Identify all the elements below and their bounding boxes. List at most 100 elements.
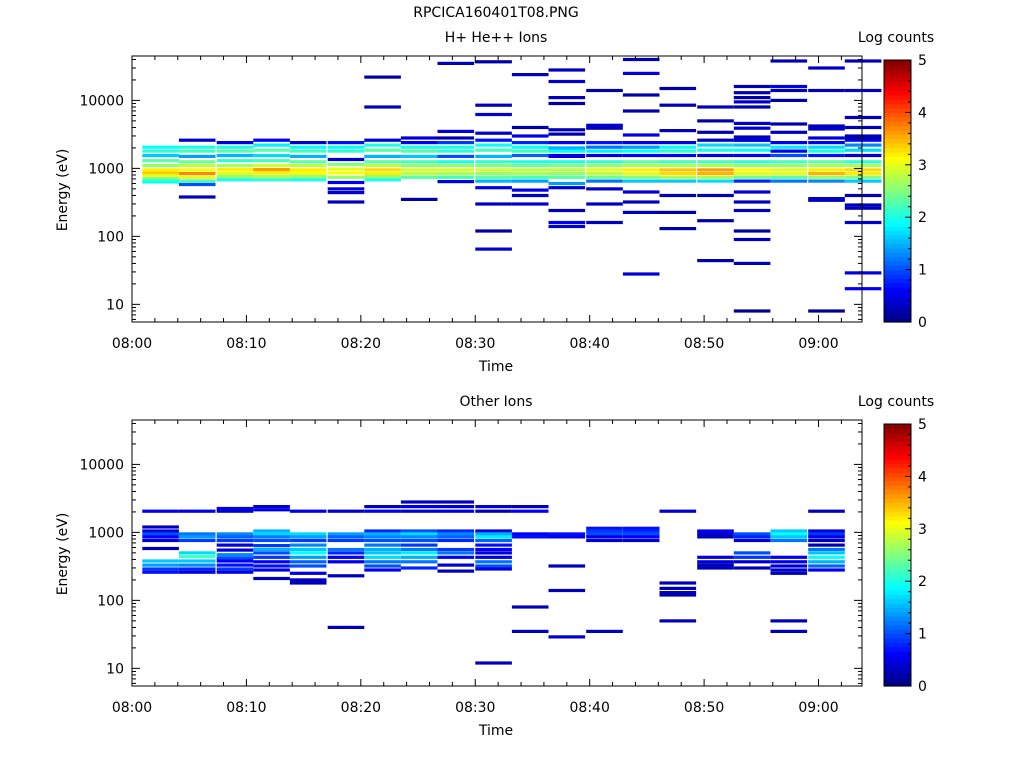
colorbar-segment xyxy=(884,681,911,687)
colorbar-segment xyxy=(884,195,911,201)
heatmap-cell xyxy=(548,141,586,145)
heatmap-cell xyxy=(548,588,586,593)
heatmap-cell xyxy=(289,547,327,552)
heatmap-cell xyxy=(511,509,549,513)
heatmap-cell xyxy=(844,193,882,198)
heatmap-cell xyxy=(216,532,254,536)
colorbar-segment xyxy=(884,212,911,218)
heatmap-cell xyxy=(437,141,475,145)
heatmap-cell xyxy=(697,143,734,147)
colorbar-segment xyxy=(884,68,911,74)
colorbar-segment xyxy=(884,282,911,288)
x-tick-label: 08:30 xyxy=(455,700,495,716)
heatmap-cell xyxy=(733,84,771,89)
heatmap-cell xyxy=(808,560,845,564)
y-tick-label: 100 xyxy=(97,593,124,609)
heatmap-cell xyxy=(327,547,365,552)
heatmap-cell xyxy=(400,532,438,536)
heatmap-cell xyxy=(844,287,882,291)
heatmap-cell xyxy=(216,535,254,539)
colorbar-segment xyxy=(884,646,911,652)
heatmap-cell xyxy=(622,526,660,530)
y-tick-label: 1000 xyxy=(88,161,124,177)
heatmap-cell xyxy=(733,135,771,139)
heatmap-cell xyxy=(659,129,697,133)
heatmap-cell xyxy=(659,581,697,585)
heatmap-cell xyxy=(289,154,327,158)
heatmap-cell xyxy=(622,272,660,276)
heatmap-cell xyxy=(659,509,697,513)
heatmap-cell xyxy=(808,160,845,164)
heatmap-cell xyxy=(586,141,623,145)
heatmap-cell xyxy=(253,153,290,158)
heatmap-cell xyxy=(511,535,549,539)
heatmap-cell xyxy=(253,508,290,512)
heatmap-cell xyxy=(808,547,845,552)
heatmap-cell xyxy=(142,567,179,571)
heatmap-cell xyxy=(142,174,179,178)
heatmap-cell xyxy=(697,219,734,223)
heatmap-cell xyxy=(289,581,327,585)
heatmap-cell xyxy=(216,538,254,543)
colorbar-segment xyxy=(884,287,911,293)
heatmap-cell xyxy=(659,164,697,168)
heatmap-cell xyxy=(511,73,549,77)
heatmap-cell xyxy=(808,124,845,128)
colorbar-segment xyxy=(884,572,911,578)
heatmap-cell xyxy=(548,172,586,176)
y-tick-label: 10000 xyxy=(79,93,124,109)
colorbar-segment xyxy=(884,541,911,547)
heatmap-cell xyxy=(475,138,512,142)
heatmap-cell xyxy=(808,136,845,140)
heatmap-cell xyxy=(622,149,660,153)
colorbar-segment xyxy=(884,616,911,622)
heatmap-cell xyxy=(770,168,808,172)
heatmap-cell xyxy=(475,567,512,571)
heatmap-cell xyxy=(400,175,438,179)
heatmap-cell xyxy=(659,149,697,153)
colorbar-segment xyxy=(884,441,911,447)
heatmap-cell xyxy=(289,160,327,164)
colorbar-segment xyxy=(884,247,911,253)
heatmap-cell xyxy=(844,172,882,176)
heatmap-cell xyxy=(659,153,697,158)
heatmap-cell xyxy=(253,568,290,572)
colorbar-segment xyxy=(884,520,911,526)
colorbar-segment xyxy=(884,550,911,556)
heatmap-cell xyxy=(586,88,623,93)
colorbar-tick-label: 3 xyxy=(918,522,927,538)
heatmap-cell xyxy=(659,210,697,214)
x-tick-label: 08:50 xyxy=(684,700,724,716)
x-tick-label: 08:00 xyxy=(112,336,152,352)
heatmap-cell xyxy=(253,535,290,539)
heatmap-cell xyxy=(289,168,327,172)
colorbar-tick-label: 2 xyxy=(918,210,927,226)
heatmap-cell xyxy=(253,532,290,536)
heatmap-cell xyxy=(622,175,660,179)
heatmap-cell xyxy=(142,153,179,158)
heatmap-cell xyxy=(770,532,808,536)
heatmap-cell xyxy=(364,148,401,152)
heatmap-cell xyxy=(253,560,290,564)
heatmap-cell xyxy=(586,145,623,149)
heatmap-cell xyxy=(437,172,475,176)
heatmap-cell xyxy=(586,149,623,153)
heatmap-cell xyxy=(511,175,549,179)
heatmap-cell xyxy=(770,619,808,623)
x-tick-label: 09:00 xyxy=(798,336,838,352)
heatmap-cell xyxy=(327,538,365,543)
heatmap-cell xyxy=(586,123,623,127)
heatmap-cell xyxy=(586,187,623,191)
colorbar-segment xyxy=(884,629,911,635)
colorbar-segment xyxy=(884,103,911,109)
heatmap-cell xyxy=(770,149,808,153)
heatmap-cell xyxy=(733,560,771,564)
heatmap-cell xyxy=(808,309,845,313)
heatmap-cell xyxy=(733,309,771,313)
heatmap-cell xyxy=(216,149,254,153)
heatmap-cell xyxy=(178,538,216,543)
heatmap-cell xyxy=(216,174,254,179)
colorbar-tick-label: 0 xyxy=(918,679,927,695)
colorbar-tick-label: 4 xyxy=(918,105,927,121)
heatmap-cell xyxy=(808,568,845,572)
